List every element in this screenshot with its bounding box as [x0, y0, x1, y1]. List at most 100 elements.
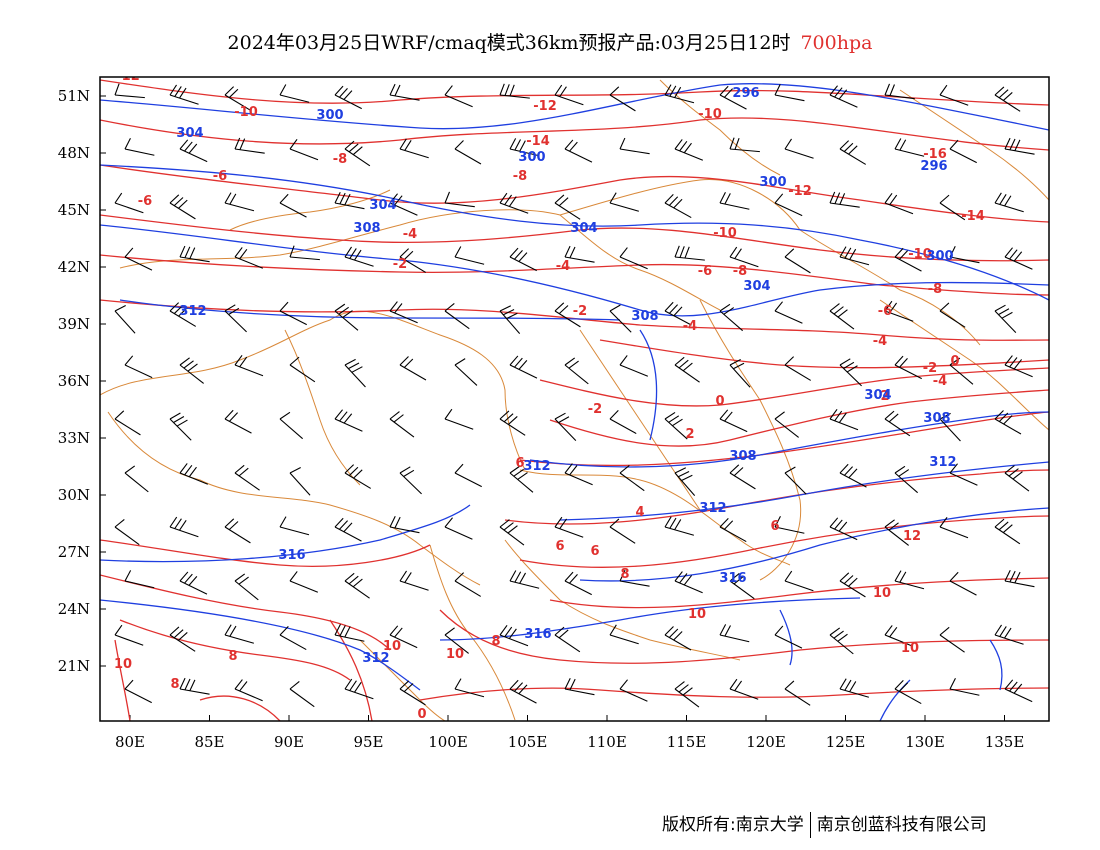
footer-right: 南京创蓝科技有限公司 [816, 815, 987, 835]
wind-barb [894, 570, 925, 590]
height-label: 316 [719, 571, 746, 586]
wind-barb [509, 138, 540, 157]
wind-barb [564, 357, 589, 385]
wind-barb [124, 679, 152, 704]
wind-barb [124, 355, 153, 379]
temperature-labels: -12-10 -12-10-14-8-8-6-6-16-12-14-4-2 -4-1… [114, 77, 985, 721]
wind-barb [564, 677, 595, 696]
wind-barb [399, 138, 429, 159]
wind-barb [399, 248, 426, 273]
wind-barb [124, 465, 149, 493]
temperature-label: 8 [491, 634, 500, 649]
wind-barb [224, 518, 251, 544]
wind-barb [389, 515, 420, 534]
wind-barb [334, 517, 362, 542]
wind-barb [784, 138, 814, 159]
temperature-label: -6 [138, 194, 152, 209]
wind-barb [234, 573, 259, 601]
wind-barb [729, 359, 751, 388]
border-line [359, 639, 446, 721]
border-line [559, 214, 721, 311]
wind-barb [1004, 679, 1033, 703]
height-contour [100, 599, 421, 691]
wind-barb [784, 680, 811, 706]
temperature-label: -4 [683, 319, 697, 334]
height-contour [639, 329, 658, 441]
wind-barb [169, 626, 196, 652]
height-label: 304 [864, 388, 891, 403]
height-contour [100, 83, 1049, 131]
temperature-label: -2 [573, 304, 587, 319]
temperature-label: 8 [620, 567, 629, 582]
wind-barb [444, 627, 469, 654]
wind-barb [334, 85, 362, 110]
height-contour [989, 639, 1003, 691]
wind-barb [444, 191, 475, 208]
temperature-contour [329, 619, 373, 721]
temperature-contour [100, 117, 1049, 151]
border-line [659, 79, 781, 176]
temperature-label: 10 [873, 586, 891, 601]
height-label: 312 [699, 501, 726, 516]
wind-barb [994, 192, 1024, 213]
height-label: 300 [926, 249, 953, 264]
temperature-label: -16 [923, 147, 947, 162]
temperature-contour [199, 695, 281, 721]
wind-barb [289, 245, 320, 261]
wind-barb [784, 466, 807, 495]
wind-barb [399, 680, 426, 706]
wind-barb [839, 358, 862, 387]
temperature-contour [114, 639, 131, 721]
border-line [699, 299, 802, 581]
height-label: 304 [743, 279, 770, 294]
border-line [504, 539, 741, 661]
wind-barb [949, 139, 977, 164]
wind-barb [279, 625, 307, 651]
wind-barb [389, 301, 418, 324]
wind-barb [169, 302, 196, 327]
height-contour [579, 507, 1049, 582]
wind-barb [454, 140, 482, 165]
wind-barb [949, 357, 974, 385]
temperature-contour [100, 539, 431, 567]
wind-barb [664, 301, 692, 326]
wind-barb [674, 139, 704, 161]
title-main: 2024年03月25日WRF/cmaq模式36km预报产品:03月25日12时 [227, 32, 791, 54]
wind-barb [619, 355, 649, 377]
wind-barb [949, 678, 980, 696]
wind-barb [234, 464, 260, 491]
wind-barb [279, 411, 304, 440]
wind-barb [784, 248, 811, 274]
wind-barb [674, 681, 700, 708]
temperature-label: 6 [770, 519, 779, 534]
wind-barb [179, 245, 210, 263]
height-label: 300 [316, 108, 343, 123]
temperature-label: -4 [933, 374, 947, 389]
height-labels: 296 304 300 300 300 296 304 308 304 312 308 304 300 3… [176, 86, 956, 666]
wind-barb [224, 192, 255, 212]
temperature-label: -2 [923, 361, 937, 376]
height-label: 300 [759, 175, 786, 190]
wind-barb [839, 246, 870, 266]
country-borders [100, 79, 1049, 721]
wind-barb [289, 571, 319, 593]
wind-barb [829, 627, 854, 655]
lat-label: 42N [58, 258, 90, 276]
wind-barb [279, 516, 310, 536]
wind-barb [179, 139, 208, 163]
temperature-contour [599, 339, 1049, 369]
wind-barb [389, 193, 418, 216]
wind-barb [829, 408, 859, 431]
wind-barb [279, 193, 307, 218]
lon-label: 100E [428, 733, 468, 751]
wind-barb [499, 83, 530, 99]
wind-barb [829, 303, 855, 330]
wind-barb [279, 84, 310, 103]
wind-barb [619, 679, 648, 702]
temperature-label: -10 [234, 105, 258, 120]
lon-label: 95E [353, 733, 383, 751]
wind-barb [344, 678, 374, 700]
wind-barb [674, 467, 696, 497]
wind-barb [664, 516, 694, 536]
border-line [799, 229, 981, 346]
